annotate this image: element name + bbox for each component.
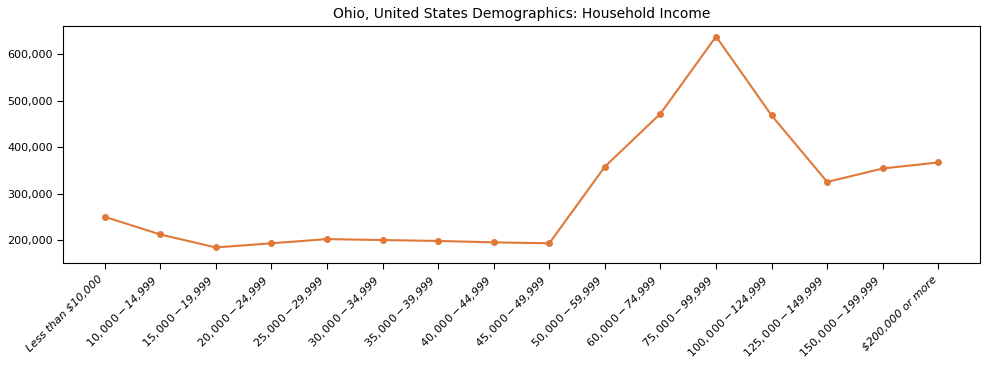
Title: Ohio, United States Demographics: Household Income: Ohio, United States Demographics: Househ… [332,7,710,21]
